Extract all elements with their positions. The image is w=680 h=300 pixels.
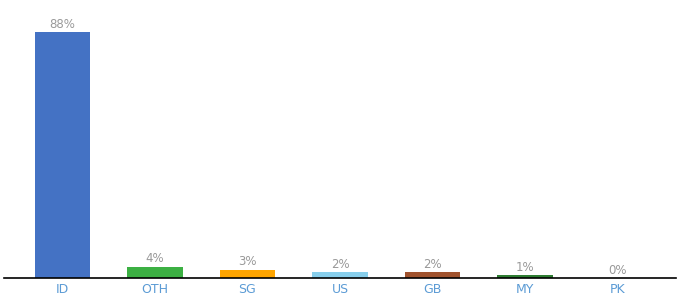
Text: 1%: 1%	[515, 261, 534, 274]
Bar	[220, 270, 275, 278]
Bar	[405, 272, 460, 278]
Text: 88%: 88%	[50, 18, 75, 31]
Text: 4%: 4%	[146, 252, 165, 266]
Bar	[312, 272, 368, 278]
Text: 2%: 2%	[330, 258, 350, 271]
Bar	[497, 275, 553, 278]
Text: 2%: 2%	[423, 258, 442, 271]
Bar	[35, 32, 90, 278]
Bar	[127, 267, 183, 278]
Text: 3%: 3%	[238, 255, 257, 268]
Text: 0%: 0%	[609, 264, 627, 277]
